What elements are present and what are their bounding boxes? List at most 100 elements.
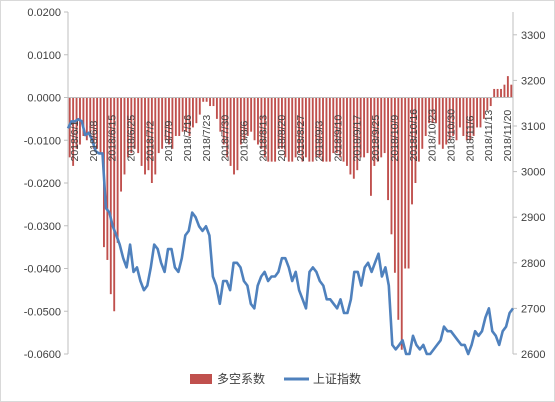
bar bbox=[120, 97, 122, 192]
bar bbox=[455, 97, 458, 141]
bar bbox=[291, 97, 294, 162]
bar bbox=[465, 97, 468, 141]
bar bbox=[243, 97, 246, 141]
x-axis-tick-label: 2018/9/10 bbox=[333, 115, 345, 162]
bar bbox=[318, 97, 321, 158]
bar bbox=[198, 97, 201, 115]
bar bbox=[236, 97, 239, 171]
legend-label-bars: 多空系数 bbox=[217, 371, 265, 386]
bar bbox=[277, 97, 280, 149]
x-axis-tick-label: 2018/7/9 bbox=[163, 120, 175, 161]
bar bbox=[404, 97, 407, 269]
bar bbox=[267, 97, 270, 162]
bar bbox=[123, 97, 126, 175]
bar bbox=[496, 88, 499, 98]
bar bbox=[181, 97, 184, 132]
bar bbox=[126, 97, 129, 158]
bar bbox=[417, 97, 420, 162]
bar bbox=[229, 97, 232, 166]
bar bbox=[424, 97, 427, 136]
bar bbox=[205, 97, 208, 102]
right-axis-tick-label: 2800 bbox=[521, 258, 545, 270]
left-axis-tick-label: 0.0200 bbox=[27, 7, 61, 19]
x-axis-tick-label: 2018/8/20 bbox=[276, 115, 288, 162]
bar bbox=[109, 97, 112, 295]
left-axis-tick-label: -0.0400 bbox=[24, 264, 61, 276]
x-axis-tick-label: 2018/8/6 bbox=[238, 120, 250, 161]
bar bbox=[260, 97, 263, 149]
bar bbox=[376, 97, 379, 162]
bar bbox=[246, 97, 249, 136]
bar bbox=[335, 97, 338, 154]
bar bbox=[140, 97, 143, 166]
x-axis-tick-label: 2018/8/13 bbox=[257, 115, 269, 162]
x-axis-tick-label: 2018/7/23 bbox=[201, 115, 213, 162]
bar bbox=[387, 97, 389, 201]
bar bbox=[328, 97, 331, 162]
left-axis-tick-label: -0.0500 bbox=[24, 306, 61, 318]
bar bbox=[356, 97, 359, 171]
right-axis-tick-label: 3300 bbox=[521, 30, 545, 42]
bar bbox=[92, 97, 95, 149]
bar bbox=[479, 97, 482, 128]
line-series bbox=[66, 117, 515, 356]
bar bbox=[219, 97, 222, 132]
bar bbox=[106, 97, 109, 260]
bar bbox=[171, 97, 174, 149]
bar bbox=[421, 97, 424, 149]
left-axis-tick-label: -0.0600 bbox=[24, 349, 61, 361]
bar bbox=[359, 97, 362, 158]
bar bbox=[85, 97, 88, 141]
bar bbox=[294, 97, 297, 158]
left-axis: 0.0200 0.0100 0.0000 -0.0100 -0.0200 -0.0300 -… bbox=[24, 7, 69, 361]
bar bbox=[253, 97, 256, 141]
bar bbox=[222, 97, 225, 145]
bar bbox=[270, 97, 273, 162]
x-axis-tick-label: 2018/9/17 bbox=[351, 115, 363, 162]
bar bbox=[215, 97, 218, 119]
left-axis-tick-label: -0.0300 bbox=[24, 221, 61, 233]
bar bbox=[489, 97, 492, 107]
bar bbox=[414, 97, 417, 183]
legend: 多空系数 上证指数 bbox=[190, 371, 361, 386]
bar bbox=[308, 97, 311, 162]
bar bbox=[274, 97, 277, 162]
x-axis-tick-label: 2018/11/6 bbox=[464, 115, 476, 161]
bar bbox=[503, 84, 506, 98]
legend-label-line: 上证指数 bbox=[313, 371, 361, 386]
bar bbox=[510, 84, 513, 98]
bar bbox=[144, 97, 146, 175]
bar bbox=[486, 97, 489, 111]
bar bbox=[150, 97, 153, 183]
bar bbox=[407, 97, 410, 269]
bar bbox=[462, 97, 465, 136]
bar bbox=[82, 97, 85, 136]
right-axis-tick-label: 3000 bbox=[521, 167, 545, 179]
bar bbox=[500, 88, 502, 98]
bar bbox=[168, 97, 170, 145]
bar bbox=[452, 97, 455, 136]
bar bbox=[397, 97, 400, 320]
x-axis-tick-label: 2018/7/2 bbox=[144, 120, 156, 161]
bar bbox=[325, 97, 328, 162]
bar bbox=[411, 97, 413, 205]
bar bbox=[373, 97, 376, 166]
bar bbox=[116, 97, 119, 243]
x-axis-tick-label: 2018/11/20 bbox=[502, 110, 514, 162]
bar bbox=[346, 97, 348, 166]
bar bbox=[322, 97, 324, 162]
bar bbox=[506, 76, 509, 98]
bar bbox=[476, 97, 478, 128]
x-axis-tick-label: 2018/9/25 bbox=[370, 115, 382, 162]
x-axis-tick-label: 2018/6/25 bbox=[126, 115, 138, 162]
bar bbox=[383, 97, 386, 154]
x-axis-tick-label: 2018/11/13 bbox=[483, 110, 495, 162]
bar bbox=[390, 97, 393, 235]
bar bbox=[257, 97, 259, 145]
x-axis-tick-label: 2018/6/1 bbox=[69, 120, 81, 161]
bar bbox=[459, 97, 461, 128]
right-axis-tick-label: 2600 bbox=[521, 349, 545, 361]
bar bbox=[130, 97, 133, 154]
